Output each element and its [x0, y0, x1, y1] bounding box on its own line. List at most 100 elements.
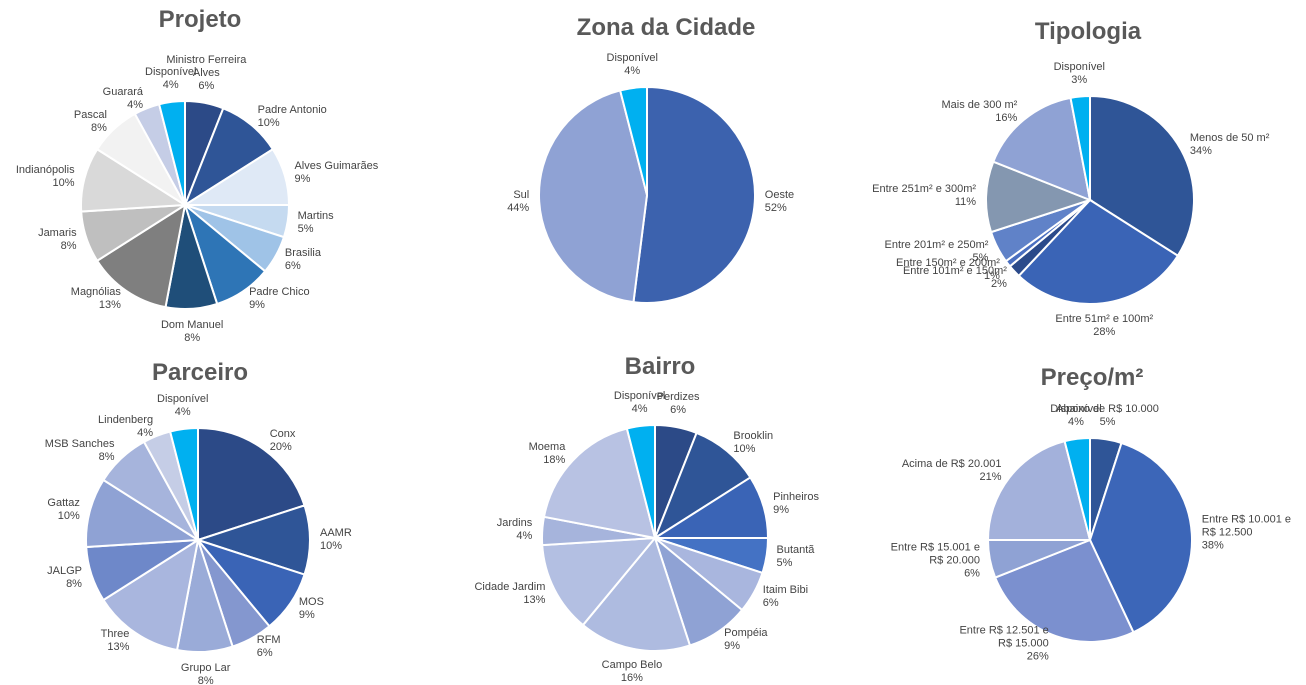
category-label: Lindenberg — [98, 413, 154, 426]
value-label: 4% — [174, 405, 191, 418]
slice-label: Brooklin 10% — [733, 430, 773, 456]
slice-label: Entre 101m² e 150m² 2% — [903, 265, 1007, 291]
slice-label: Conx 20% — [270, 428, 296, 454]
value-label: 52% — [764, 202, 787, 215]
value-label: 8% — [184, 331, 201, 344]
category-label: MSB Sanches — [44, 438, 115, 451]
slice-label: Disponível 4% — [607, 52, 658, 78]
value-label: 3% — [1071, 73, 1088, 86]
value-label: 4% — [137, 426, 154, 439]
slice-label: RFM 6% — [257, 634, 281, 660]
category-label: Padre Antonio — [257, 104, 327, 117]
value-label: 8% — [91, 121, 107, 134]
pie-slice — [168, 426, 199, 541]
value-label: 6% — [964, 567, 980, 580]
category-label: Cidade Jardim — [474, 580, 546, 593]
slice-label: Lindenberg 4% — [98, 414, 153, 440]
value-label: 4% — [624, 64, 641, 77]
slice-label: Entre R$ 12.501 e R$ 15.000 26% — [944, 625, 1049, 664]
category-label: Mais de 300 m² — [941, 99, 1018, 112]
category-label: Disponível — [1053, 60, 1105, 73]
category-label: Pascal — [73, 108, 107, 121]
category-label: Entre 101m² e 150m² — [902, 265, 1007, 278]
value-label: 5% — [776, 557, 793, 570]
slice-label: Padre Antonio 10% — [258, 104, 327, 130]
pie-slice — [542, 427, 657, 540]
value-label: 34% — [1189, 145, 1212, 158]
pie-slice — [102, 537, 200, 652]
category-label: Three — [100, 627, 130, 640]
slice-label: Guarará 4% — [103, 86, 143, 112]
chart-title: Tipologia — [1034, 18, 1142, 45]
slice-label: Moema 18% — [529, 441, 566, 467]
pie-slice — [618, 85, 648, 196]
value-label: 2% — [990, 278, 1007, 291]
value-label: 5% — [972, 251, 989, 264]
value-label: 9% — [724, 639, 741, 652]
chart-title: Projeto — [158, 6, 242, 33]
value-label: 13% — [523, 593, 546, 606]
value-label: 44% — [507, 202, 530, 215]
pie-slice — [1017, 198, 1180, 305]
value-label: 13% — [107, 640, 130, 653]
category-label: Abaixo de R$ 10.000 — [1056, 403, 1159, 416]
category-label: Entre R$ 15.001 e R$ 20.000 — [890, 541, 980, 567]
slice-label: Disponível 4% — [145, 66, 196, 92]
value-label: 26% — [1026, 650, 1049, 663]
value-label: 8% — [197, 674, 214, 685]
slice-label: Butantã 5% — [776, 544, 814, 570]
value-label: 5% — [297, 222, 314, 235]
category-label: Pinheiros — [773, 490, 819, 503]
value-label: 9% — [294, 173, 311, 186]
value-label: 6% — [198, 80, 215, 93]
category-label: Conx — [269, 428, 296, 441]
slice-label: Entre 150m² e 200m² 1% — [896, 257, 1000, 283]
slice-label: Grupo Lar 8% — [181, 662, 231, 685]
pie-slice — [625, 423, 656, 539]
slice-label: Disponível 4% — [614, 390, 665, 416]
category-label: Disponível — [613, 389, 666, 402]
category-label: Entre 51m² e 100m² — [1055, 313, 1154, 326]
value-label: 16% — [995, 112, 1018, 125]
value-label: 8% — [60, 240, 77, 253]
value-label: 9% — [249, 299, 265, 312]
value-label: 4% — [1067, 415, 1084, 428]
slice-label: Entre R$ 15.001 e R$ 20.000 6% — [875, 541, 980, 580]
category-label: AAMR — [320, 527, 352, 539]
value-label: 10% — [257, 117, 280, 130]
slice-label: Alves Guimarães 9% — [294, 160, 378, 186]
value-label: 4% — [162, 78, 179, 91]
category-label: Gattaz — [47, 496, 80, 509]
category-label: Pompéia — [724, 626, 768, 639]
category-label: Disponível — [606, 51, 658, 64]
value-label: 20% — [269, 441, 292, 454]
category-label: JALGP — [47, 564, 82, 577]
value-label: 6% — [670, 404, 686, 417]
slice-label: Jardins 4% — [497, 517, 532, 543]
category-label: Disponível — [157, 392, 209, 405]
category-label: Grupo Lar — [180, 661, 231, 674]
chart-title: Preço/m² — [1040, 364, 1144, 391]
value-label: 9% — [298, 608, 315, 621]
slice-label: Indianópolis 10% — [16, 164, 75, 190]
value-label: 10% — [320, 540, 343, 552]
category-label: Alves Guimarães — [294, 160, 379, 173]
value-label: 9% — [773, 503, 790, 516]
category-label: Dom Manuel — [160, 318, 224, 331]
slice-label: Entre 51m² e 100m² 28% — [1055, 313, 1153, 339]
pie-slice — [541, 536, 658, 627]
pie-slice — [1088, 441, 1193, 634]
pie-slice — [986, 439, 1092, 541]
value-label: 4% — [127, 99, 144, 111]
value-label: 11% — [954, 196, 977, 209]
value-label: 6% — [284, 259, 301, 272]
category-label: Ministro Ferreira Alves — [166, 54, 247, 80]
value-label: 16% — [620, 671, 643, 684]
pie-slice — [538, 89, 649, 304]
chart-title: Zona da Cidade — [576, 14, 756, 41]
slice-label: MOS 9% — [299, 596, 324, 622]
category-label: Campo Belo — [601, 658, 663, 671]
value-label: 8% — [98, 451, 115, 464]
